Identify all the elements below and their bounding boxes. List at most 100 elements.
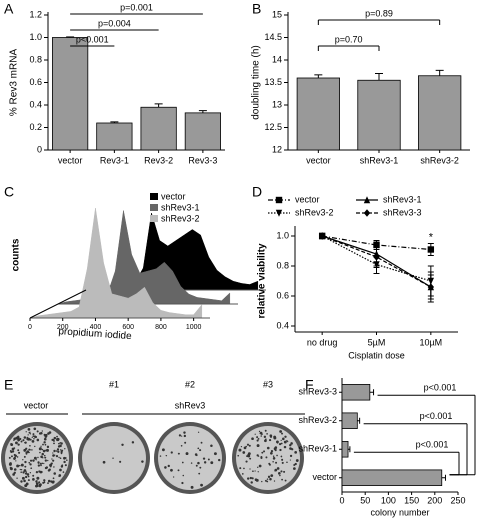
y-tick-label: 12.5 [264, 122, 282, 132]
colony [15, 436, 19, 440]
colony [181, 481, 184, 485]
colony [278, 443, 282, 446]
colony [32, 433, 35, 436]
depth-axis [29, 289, 87, 319]
colony [59, 468, 62, 472]
colony [21, 476, 25, 480]
legend-swatch [150, 204, 158, 211]
colony [281, 461, 284, 464]
colony [22, 471, 25, 474]
colony [53, 472, 56, 475]
x-tick-label: Rev3-1 [100, 155, 129, 165]
colony [283, 470, 286, 473]
x-tick-label: 800 [155, 324, 167, 331]
marker [373, 253, 380, 261]
colony [35, 482, 39, 485]
colony [64, 464, 67, 467]
colony [38, 481, 41, 484]
colony [13, 468, 17, 471]
colony [30, 467, 33, 470]
panel-letter: F [305, 377, 314, 393]
colony [263, 435, 267, 438]
y-tick-label: 14.5 [264, 32, 282, 42]
colony [29, 438, 32, 441]
colony [17, 449, 20, 452]
colony [20, 480, 23, 483]
annotation: p=0.70 [335, 34, 363, 44]
colony [25, 482, 29, 486]
colony [282, 437, 285, 441]
colony [197, 431, 200, 433]
colony [60, 450, 63, 454]
bar [184, 112, 221, 151]
legend-label: shRev3-3 [383, 207, 422, 217]
colony [185, 452, 189, 456]
colony [272, 460, 274, 463]
colony [289, 447, 292, 450]
legend-label: shRev3-1 [161, 202, 200, 212]
colony [56, 438, 60, 442]
colony [17, 443, 20, 446]
marker [427, 246, 435, 253]
colony [37, 464, 41, 467]
annotation: p=0.004 [98, 18, 131, 28]
colony [33, 456, 37, 460]
colony [266, 446, 270, 450]
colony [29, 433, 32, 435]
colony [31, 436, 33, 438]
colony [47, 459, 49, 462]
colony [26, 436, 29, 439]
x-tick-label: shRev3-2 [420, 155, 459, 165]
colony [44, 456, 47, 459]
colony [66, 459, 68, 461]
colony [15, 441, 18, 445]
colony [24, 460, 27, 464]
colony [47, 482, 49, 485]
colony [254, 470, 256, 472]
colony [60, 452, 63, 455]
colony [13, 456, 16, 459]
legend-swatch [150, 215, 158, 222]
plate-label: shRev3 [175, 400, 206, 410]
colony [18, 451, 21, 454]
marker [318, 232, 326, 240]
x-tick-label: 200 [57, 324, 69, 331]
x-tick-label: Rev3-3 [188, 155, 217, 165]
colony [159, 455, 162, 457]
colony [36, 438, 40, 442]
colony [42, 457, 44, 459]
colony [43, 437, 47, 441]
colony [19, 468, 22, 471]
colony [290, 442, 293, 445]
colony [59, 444, 62, 448]
colony [38, 483, 42, 487]
bar [357, 79, 401, 151]
colony [289, 459, 291, 461]
y-tick-label: shRev3-1 [298, 444, 337, 454]
colony [283, 445, 287, 449]
x-tick-label: 50 [360, 495, 370, 505]
colony [26, 473, 30, 476]
colony [273, 480, 276, 482]
colony [20, 469, 23, 471]
colony [249, 457, 252, 460]
colony [190, 462, 193, 464]
colony [249, 476, 253, 480]
plate-label: #2 [185, 379, 195, 389]
colony [44, 459, 47, 462]
colony [293, 464, 296, 466]
colony [23, 469, 27, 472]
colony [44, 443, 47, 446]
colony [40, 470, 43, 473]
colony [29, 472, 32, 474]
colony [112, 457, 114, 459]
y-tick-label: 0.4 [29, 99, 42, 109]
colony [284, 479, 287, 482]
colony [257, 466, 259, 468]
colony [199, 466, 202, 469]
colony [55, 450, 58, 452]
colony [199, 449, 202, 452]
colony [238, 448, 242, 452]
colony [13, 453, 16, 456]
